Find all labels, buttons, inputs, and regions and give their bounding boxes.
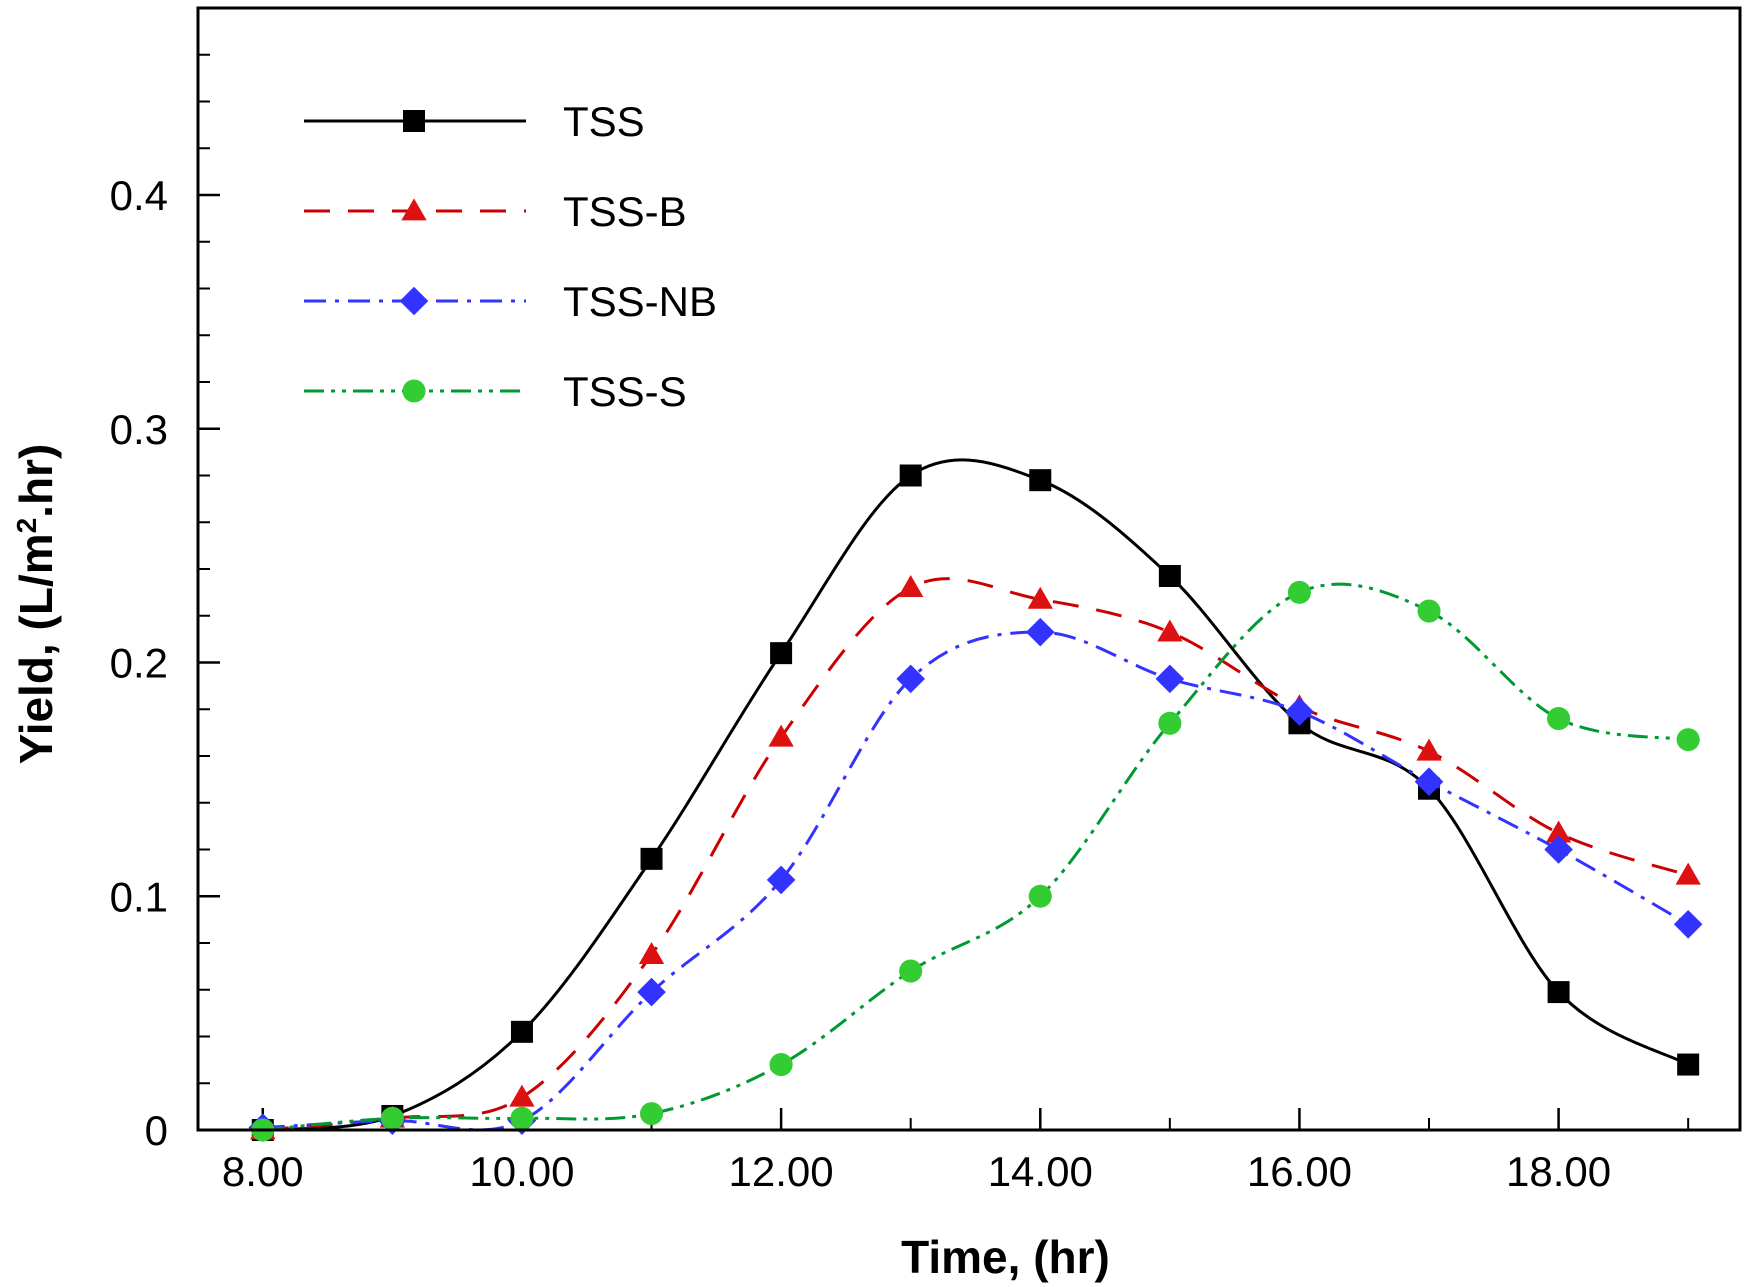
data-point-marker xyxy=(1158,711,1182,735)
data-point-marker xyxy=(1673,910,1703,939)
data-point-marker xyxy=(1287,580,1311,604)
data-point-marker xyxy=(1675,862,1701,885)
data-point-marker xyxy=(898,575,924,598)
data-point-marker xyxy=(402,379,426,403)
x-axis-title: Time, (hr) xyxy=(901,1231,1110,1283)
y-axis-title-superscript: 2 xyxy=(11,518,42,534)
data-point-marker xyxy=(1547,707,1571,731)
data-point-marker xyxy=(637,977,666,1007)
x-tick-label: 18.00 xyxy=(1506,1148,1611,1195)
data-point-marker xyxy=(510,1106,534,1130)
data-point-marker xyxy=(1545,820,1572,843)
y-axis-title-tail: .hr) xyxy=(10,444,62,518)
data-point-marker xyxy=(769,1053,793,1077)
data-point-marker xyxy=(401,198,427,221)
series-tss-b xyxy=(250,575,1701,1140)
series-line xyxy=(262,458,1689,1132)
data-point-marker xyxy=(770,642,793,665)
legend-item: TSS-B xyxy=(304,188,687,235)
legend: TSS TSS-B TSS-NB TSS-S xyxy=(304,98,717,415)
legend-item: TSS xyxy=(304,98,645,145)
x-tick-label: 16.00 xyxy=(1247,1148,1352,1195)
y-tick-label: 0.4 xyxy=(110,172,168,219)
data-point-marker xyxy=(1417,599,1441,623)
data-point-marker xyxy=(1544,835,1573,864)
data-point-marker xyxy=(1157,619,1183,642)
data-point-marker xyxy=(509,1084,535,1107)
data-point-marker xyxy=(510,1020,533,1043)
data-point-marker xyxy=(1025,617,1055,647)
y-axis-title-main: Yield, (L/m xyxy=(10,533,62,764)
x-tick-labels: 8.00 10.00 12.00 14.00 16.00 18.00 xyxy=(222,1148,1611,1195)
data-point-marker xyxy=(1677,1053,1700,1076)
x-tick-label: 10.00 xyxy=(469,1148,574,1195)
data-point-marker xyxy=(1029,469,1052,492)
legend-label: TSS xyxy=(563,98,645,145)
legend-label: TSS-B xyxy=(563,188,687,235)
data-point-marker xyxy=(639,1102,664,1126)
data-point-marker xyxy=(899,464,922,487)
data-point-marker xyxy=(896,664,925,694)
y-tick-labels: 0 0.1 0.2 0.3 0.4 xyxy=(110,172,168,1154)
data-point-marker xyxy=(399,286,429,316)
data-point-marker xyxy=(1416,738,1442,761)
data-point-marker xyxy=(1676,728,1700,752)
y-tick-label: 0.2 xyxy=(110,640,168,687)
legend-label: TSS-S xyxy=(563,368,687,415)
y-axis-title: Yield, (L/m2.hr) xyxy=(10,444,62,765)
data-point-marker xyxy=(1027,586,1053,609)
data-point-marker xyxy=(1547,981,1570,1004)
data-point-marker xyxy=(766,865,796,895)
x-tick-label: 8.00 xyxy=(222,1148,304,1195)
y-tick-label: 0 xyxy=(145,1107,168,1154)
series-line xyxy=(262,630,1689,1132)
series-tss-nb xyxy=(248,617,1703,1142)
data-point-marker xyxy=(638,942,665,965)
data-point-marker xyxy=(768,724,794,747)
data-point-marker xyxy=(1028,884,1052,908)
data-point-marker xyxy=(899,959,923,983)
plot-frame xyxy=(196,6,1742,1132)
data-point-marker xyxy=(403,110,425,132)
data-point-marker xyxy=(1155,664,1185,694)
x-tick-label: 12.00 xyxy=(729,1148,834,1195)
data-point-marker xyxy=(1285,697,1314,726)
series-layer xyxy=(248,458,1703,1142)
data-point-marker xyxy=(1158,565,1181,588)
series-tss-s xyxy=(251,580,1700,1142)
y-tick-label: 0.3 xyxy=(110,406,168,453)
legend-label: TSS-NB xyxy=(563,278,717,325)
legend-item: TSS-NB xyxy=(304,278,717,325)
data-point-marker xyxy=(640,847,663,870)
y-tick-label: 0.1 xyxy=(110,873,168,920)
legend-item: TSS-S xyxy=(304,368,687,415)
data-point-marker xyxy=(1414,767,1444,797)
series-tss xyxy=(251,458,1700,1141)
x-tick-label: 14.00 xyxy=(988,1148,1093,1195)
data-point-marker xyxy=(380,1106,404,1130)
